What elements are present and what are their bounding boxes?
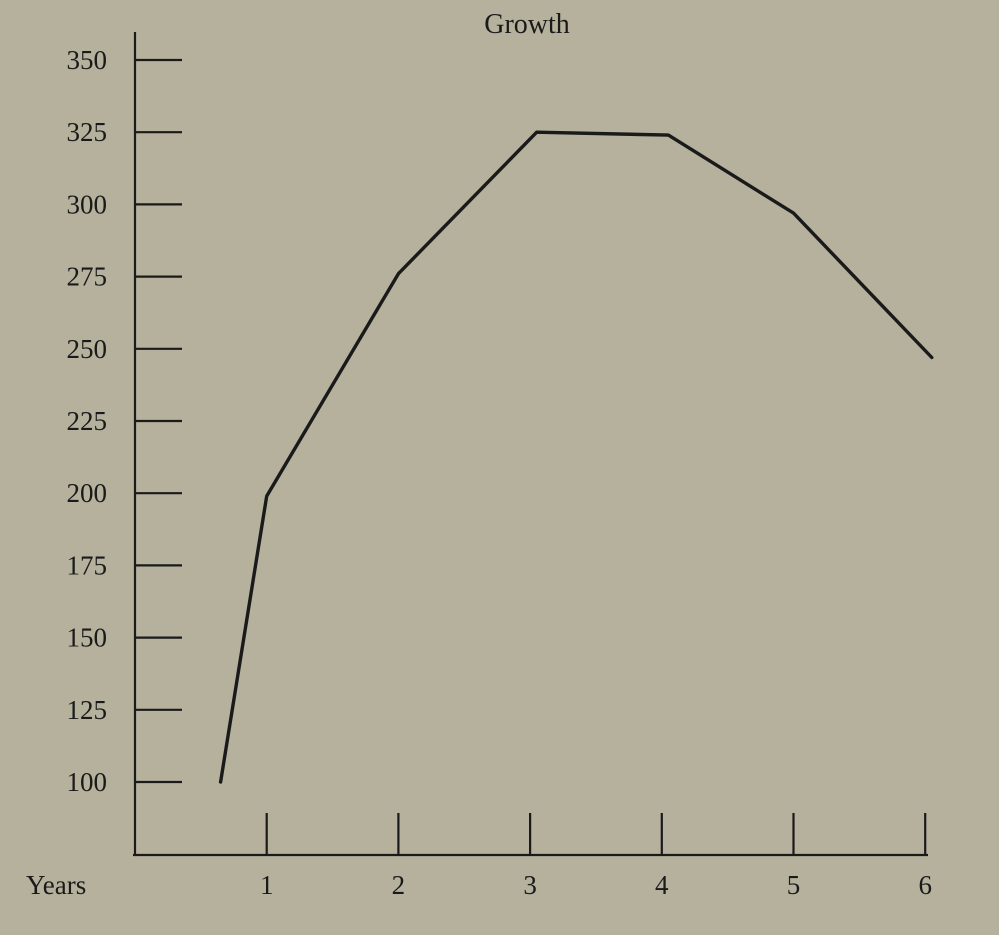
x-tick-label: 4 [655, 870, 669, 900]
y-tick-label: 225 [67, 406, 108, 436]
y-tick-label: 150 [67, 623, 108, 653]
y-tick-label: 125 [67, 695, 108, 725]
y-tick-label: 275 [67, 262, 108, 292]
y-tick-label: 175 [67, 550, 108, 580]
chart-title: Growth [484, 9, 570, 40]
y-tick-label: 325 [67, 117, 108, 147]
x-tick-label: 3 [523, 870, 537, 900]
series-group [218, 130, 934, 784]
x-tick-label: 2 [392, 870, 406, 900]
y-tick-label: 300 [67, 189, 108, 219]
growth-series-line [218, 130, 934, 784]
y-tick-label: 350 [67, 45, 108, 75]
y-axis-ticks: 100 125 150 175 200 225 250 275 300 325 350 [67, 45, 182, 797]
y-tick-label: 250 [67, 334, 108, 364]
x-axis-label: Years [26, 870, 86, 900]
x-tick-label: 6 [918, 870, 932, 900]
y-tick-label: 100 [67, 767, 108, 797]
x-tick-label: 5 [787, 870, 801, 900]
x-tick-label: 1 [260, 870, 274, 900]
y-tick-label: 200 [67, 478, 108, 508]
x-axis-ticks: 1 2 3 4 5 6 [260, 813, 932, 900]
